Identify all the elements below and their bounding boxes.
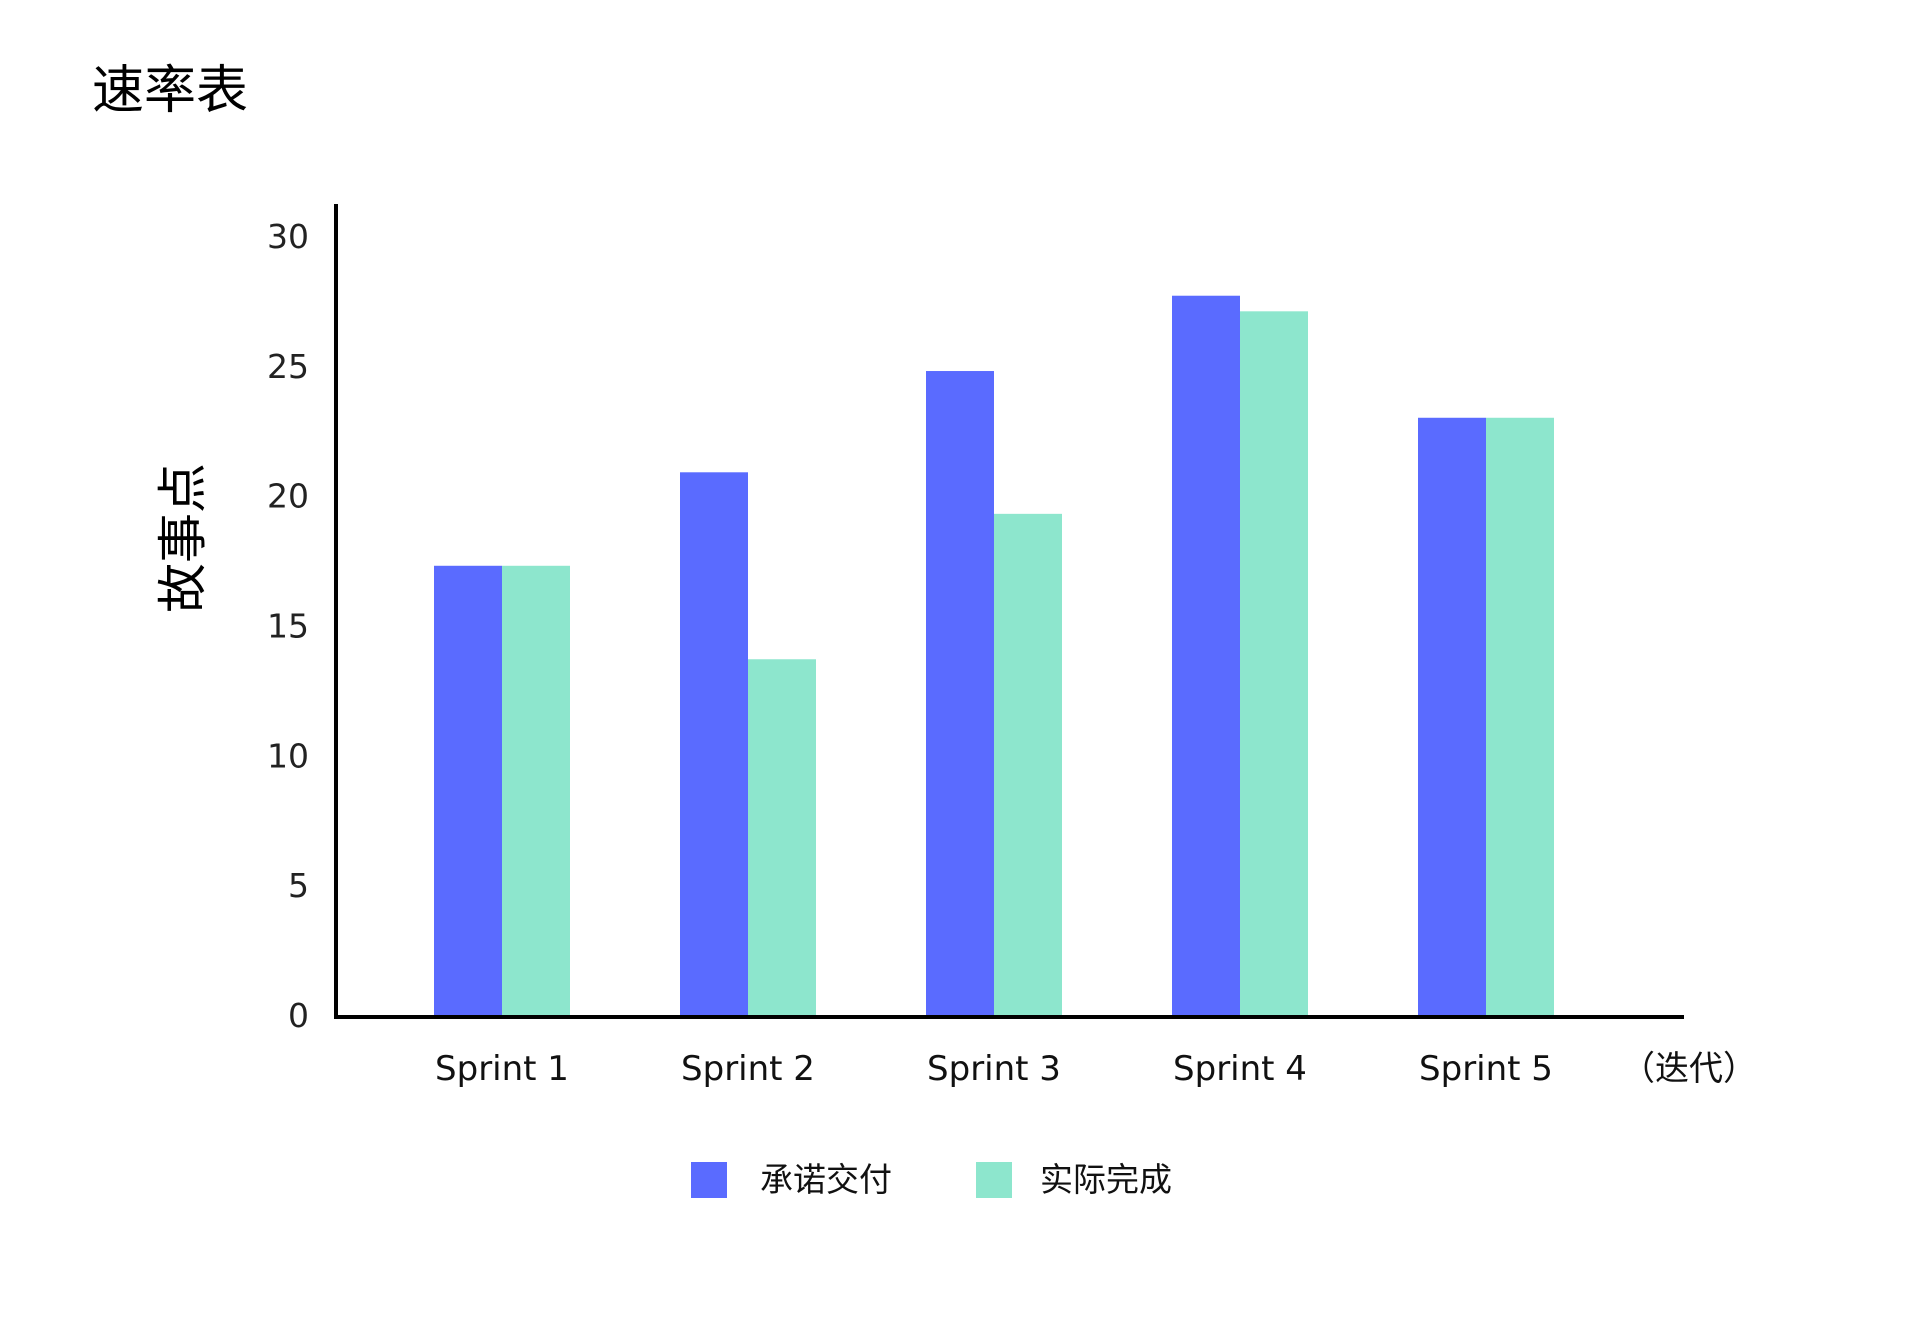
bar-committed-4	[1172, 295, 1240, 1015]
y-tick-label: 10	[267, 736, 309, 775]
bar-completed-2	[748, 659, 816, 1015]
bar-completed-4	[1240, 311, 1308, 1015]
bar-committed-5	[1418, 417, 1486, 1015]
y-tick-label: 25	[267, 347, 309, 386]
bar-completed-5	[1486, 417, 1554, 1015]
legend-label-completed: 实际完成	[1040, 1160, 1172, 1199]
y-axis-title: 故事点	[154, 463, 212, 613]
y-tick-label: 30	[267, 217, 309, 256]
bar-committed-3	[926, 371, 994, 1015]
legend-label-committed: 承诺交付	[760, 1160, 892, 1199]
x-category-label: Sprint 5	[1419, 1049, 1553, 1089]
y-tick-label: 20	[267, 477, 309, 516]
bars-group	[434, 295, 1554, 1016]
legend: 承诺交付 实际完成	[691, 1160, 1172, 1199]
legend-swatch-committed	[691, 1162, 727, 1198]
x-category-label: Sprint 1	[435, 1049, 569, 1089]
y-tick-label: 0	[288, 996, 309, 1035]
bar-committed-1	[434, 565, 502, 1015]
y-tick-label: 5	[288, 866, 309, 905]
x-axis-categories: Sprint 1 Sprint 2 Sprint 3 Sprint 4 Sprint 5	[435, 1049, 1553, 1089]
y-tick-label: 15	[267, 607, 309, 646]
bar-completed-3	[994, 513, 1062, 1015]
x-category-label: Sprint 3	[927, 1049, 1061, 1089]
x-category-label: Sprint 4	[1173, 1049, 1307, 1089]
x-category-label: Sprint 2	[681, 1049, 815, 1089]
bar-committed-2	[680, 472, 748, 1016]
y-axis-ticks: 0 5 10 15 20 25 30	[267, 217, 309, 1035]
bar-completed-1	[502, 565, 570, 1015]
chart-title: 速率表	[92, 61, 248, 121]
x-axis-unit-label: （迭代）	[1621, 1049, 1757, 1089]
legend-swatch-completed	[976, 1162, 1012, 1198]
